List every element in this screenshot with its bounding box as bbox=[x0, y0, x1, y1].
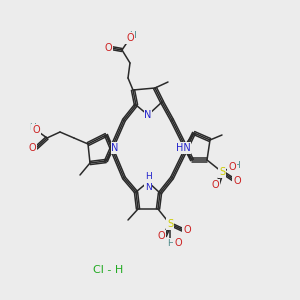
Text: N: N bbox=[144, 110, 152, 120]
Text: O: O bbox=[32, 125, 40, 135]
Text: H: H bbox=[28, 124, 35, 133]
Text: H: H bbox=[130, 32, 136, 40]
Text: O: O bbox=[183, 225, 191, 235]
Text: S: S bbox=[219, 167, 225, 177]
Text: O: O bbox=[228, 162, 236, 172]
Text: H: H bbox=[234, 161, 240, 170]
Text: O: O bbox=[126, 33, 134, 43]
Text: O: O bbox=[104, 43, 112, 53]
Text: O: O bbox=[28, 143, 36, 153]
Text: O: O bbox=[174, 238, 182, 248]
Text: Cl - H: Cl - H bbox=[93, 265, 123, 275]
Text: O: O bbox=[157, 231, 165, 241]
Text: O: O bbox=[211, 180, 219, 190]
Text: O: O bbox=[233, 176, 241, 186]
Text: N: N bbox=[111, 143, 119, 153]
Text: S: S bbox=[167, 219, 173, 229]
Text: HN: HN bbox=[176, 143, 190, 153]
Text: H
N: H N bbox=[145, 172, 152, 192]
Text: H: H bbox=[167, 238, 173, 247]
